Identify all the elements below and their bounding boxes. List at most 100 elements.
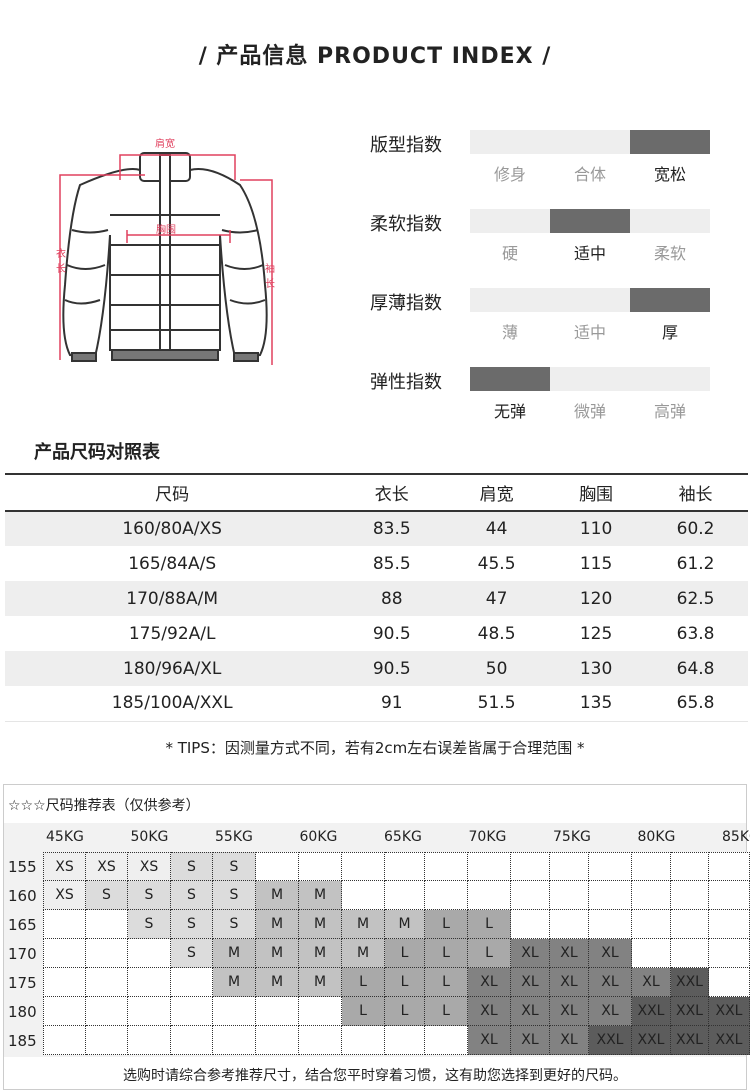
size-cell <box>671 881 709 910</box>
size-cell <box>511 881 550 910</box>
index-label: 版型指数 <box>370 135 442 156</box>
size-cell <box>213 997 256 1026</box>
size-cell <box>256 1026 299 1055</box>
recommend-note: 选购时请综合参考推荐尺寸，结合您平时穿着习惯，这有助您选择到更好的尺码。 <box>123 1068 627 1084</box>
weight-label: 85KG <box>722 829 750 845</box>
size-cell <box>342 881 385 910</box>
size-cell <box>709 968 750 997</box>
table-row: 175/92A/L 90.5 48.5 125 63.8 <box>5 616 748 651</box>
size-cell <box>86 939 128 968</box>
size-cell: XL <box>550 1026 589 1055</box>
size-cell: XXL <box>671 997 709 1026</box>
index-bar <box>470 367 710 391</box>
size-cell <box>425 881 468 910</box>
size-cell <box>213 1026 256 1055</box>
column-header: 袖长 <box>643 473 748 512</box>
size-cell <box>86 968 128 997</box>
column-header: 尺码 <box>5 473 340 512</box>
size-cell <box>385 1026 425 1055</box>
size-cell: L <box>425 910 468 939</box>
size-cell: XL <box>468 997 511 1026</box>
index-option: 柔软 <box>653 244 686 263</box>
size-cell <box>299 997 342 1026</box>
size-cell: XXL <box>709 997 750 1026</box>
index-bar-fill <box>470 367 550 391</box>
size-cell: S <box>128 910 171 939</box>
size-cell <box>550 910 589 939</box>
size-cell <box>128 968 171 997</box>
table-row: 165/84A/S 85.5 45.5 115 61.2 <box>5 546 748 581</box>
size-cell: S <box>213 852 256 881</box>
size-cell <box>86 997 128 1026</box>
size-cell: XL <box>511 939 550 968</box>
size-cell <box>43 939 86 968</box>
size-cell: XS <box>43 852 86 881</box>
size-cell: XXL <box>671 1026 709 1055</box>
size-cell <box>43 997 86 1026</box>
table-cell: 90.5 <box>339 651 445 686</box>
size-cell: S <box>171 910 213 939</box>
size-cell: XXL <box>632 1026 671 1055</box>
size-cell: M <box>256 939 299 968</box>
size-cell <box>468 881 511 910</box>
size-cell: L <box>342 968 385 997</box>
table-cell: 51.5 <box>444 686 549 722</box>
table-cell: 130 <box>549 651 644 686</box>
size-cell <box>128 939 171 968</box>
table-cell: 83.5 <box>339 511 445 546</box>
size-cell: XL <box>589 939 632 968</box>
index-bar-fill <box>630 130 710 154</box>
size-cell: XS <box>86 852 128 881</box>
table-cell: 60.2 <box>643 511 748 546</box>
size-cell: XL <box>632 968 671 997</box>
size-cell <box>709 910 750 939</box>
size-cell: XXL <box>709 1026 750 1055</box>
size-cell: XL <box>589 997 632 1026</box>
table-row: 180/96A/XL 90.5 50 130 64.8 <box>5 651 748 686</box>
size-cell <box>709 881 750 910</box>
index-option: 适中 <box>573 244 606 263</box>
size-cell <box>589 910 632 939</box>
weight-label: 55KG <box>215 829 253 845</box>
height-label: 185 <box>8 1032 37 1050</box>
size-cell <box>128 997 171 1026</box>
size-cell <box>171 997 213 1026</box>
size-cell: S <box>128 881 171 910</box>
size-cell <box>385 852 425 881</box>
index-label: 弹性指数 <box>370 372 442 393</box>
size-cell: M <box>342 939 385 968</box>
weight-label: 75KG <box>553 829 591 845</box>
size-cell: S <box>86 881 128 910</box>
table-cell: 61.2 <box>676 553 715 574</box>
table-cell: 44 <box>444 511 549 546</box>
table-cell: 50 <box>444 651 549 686</box>
size-cell <box>671 939 709 968</box>
size-cell <box>86 1026 128 1055</box>
table-cell: 63.8 <box>676 623 715 644</box>
index-option: 薄 <box>501 323 518 342</box>
size-cell <box>468 852 511 881</box>
size-cell: L <box>425 997 468 1026</box>
size-table-title: 产品尺码对照表 <box>34 442 160 463</box>
height-label: 180 <box>8 1003 37 1021</box>
table-cell: 90.5 <box>372 623 411 644</box>
table-cell: 91 <box>339 686 445 722</box>
tips-text: * TIPS：因测量方式不同，若有2cm左右误差皆属于合理范围 * <box>165 739 585 757</box>
size-cell: L <box>342 997 385 1026</box>
size-cell <box>550 881 589 910</box>
index-option: 微弹 <box>573 402 606 421</box>
size-cell: S <box>213 910 256 939</box>
size-cell: M <box>213 968 256 997</box>
size-cell: XL <box>511 1026 550 1055</box>
size-cell <box>299 1026 342 1055</box>
size-cell: XL <box>511 997 550 1026</box>
size-cell <box>709 852 750 881</box>
size-cell <box>632 939 671 968</box>
size-cell <box>171 968 213 997</box>
height-label: 160 <box>8 887 37 905</box>
jacket-icon <box>59 152 273 365</box>
length-label: 衣长 <box>56 249 66 275</box>
weight-label: 50KG <box>130 829 169 845</box>
size-cell <box>511 852 550 881</box>
table-cell: 88 <box>339 581 445 616</box>
